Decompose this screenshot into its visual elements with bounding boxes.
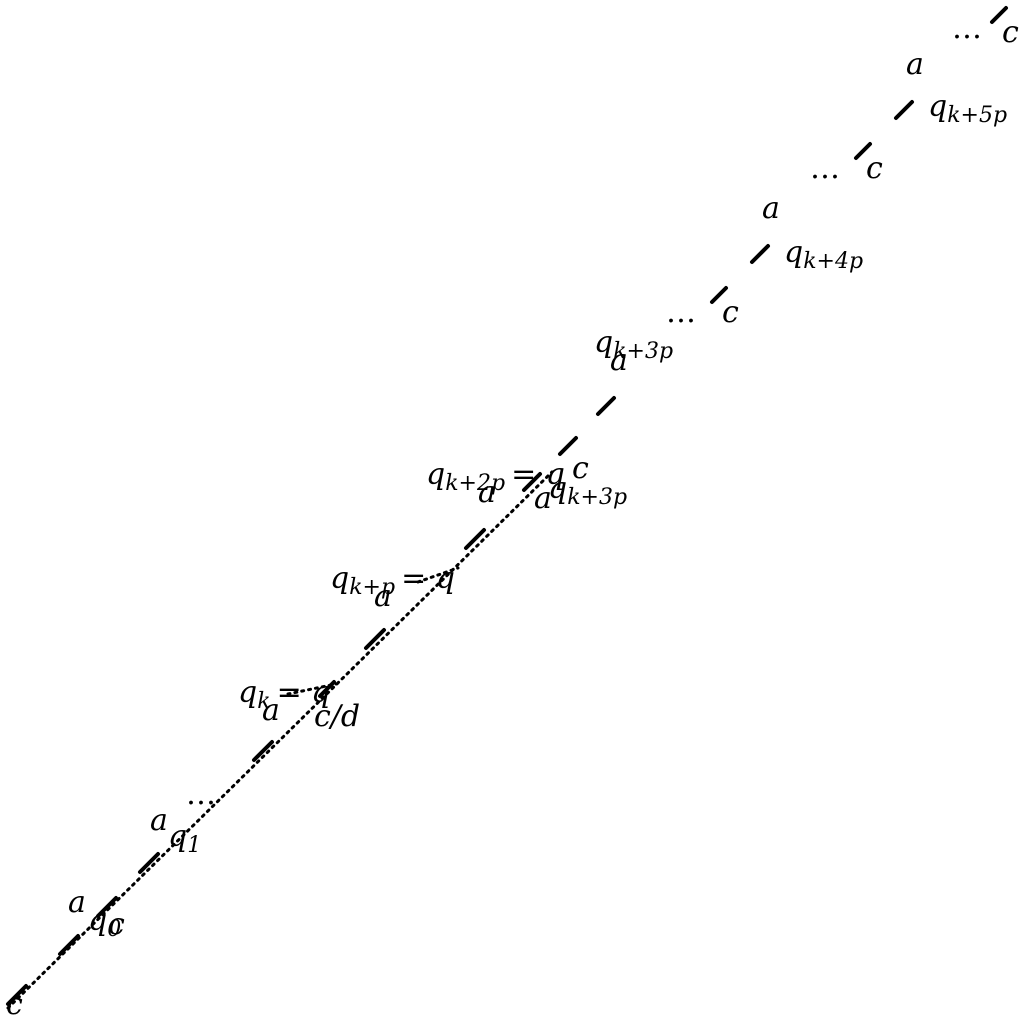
dash (710, 286, 728, 304)
label-dots1: … (186, 777, 216, 812)
dash (558, 436, 578, 456)
dash (6, 984, 28, 1006)
dash (522, 472, 542, 492)
label-c4: c (1002, 15, 1019, 50)
dash (894, 100, 914, 120)
label-ak3p: a (610, 343, 628, 378)
dash (364, 628, 386, 650)
label-qk2p: qk+2p = q (426, 457, 565, 496)
dash (464, 528, 486, 550)
label-qk4p: qk+4p (784, 235, 863, 274)
label-qk: qk = q (238, 675, 330, 714)
label-cd: c/d (314, 699, 360, 734)
label-a5: a (906, 47, 924, 82)
dotted-path (6, 470, 554, 1010)
transition-dashes (6, 6, 1008, 1006)
label-q1: q1 (168, 819, 201, 858)
label-c-start: c (6, 987, 23, 1022)
label-a4: a (762, 191, 780, 226)
label-akp: a (374, 579, 392, 614)
label-a2: a (150, 803, 168, 838)
label-qk5p: qk+5p (928, 89, 1007, 128)
dash (58, 934, 80, 956)
dash (854, 142, 872, 160)
dash (990, 6, 1008, 24)
dash (750, 244, 770, 264)
label-q0: q0 (88, 903, 121, 942)
label-ak: a (262, 693, 280, 728)
label-dots3: … (810, 151, 840, 186)
dash (596, 396, 616, 416)
label-c-q0: c (108, 907, 125, 942)
dash (138, 852, 160, 874)
label-dots4: … (952, 11, 982, 46)
dash (96, 896, 118, 918)
dotted-tail (416, 566, 460, 584)
label-c-mid: c (572, 451, 589, 486)
label-c2: c (722, 295, 739, 330)
label-a-right: a (534, 481, 552, 516)
label-qk3p-right: qk+3p (548, 471, 627, 510)
dash (252, 740, 274, 762)
dotted-tail (286, 682, 338, 696)
label-qkp: qk+p = q (330, 561, 455, 600)
label-c3: c (866, 151, 883, 186)
label-ak2p: a (478, 475, 496, 510)
label-qk3p: qk+3p (594, 325, 673, 364)
label-dots2: … (666, 295, 696, 330)
label-a1: a (68, 885, 86, 920)
